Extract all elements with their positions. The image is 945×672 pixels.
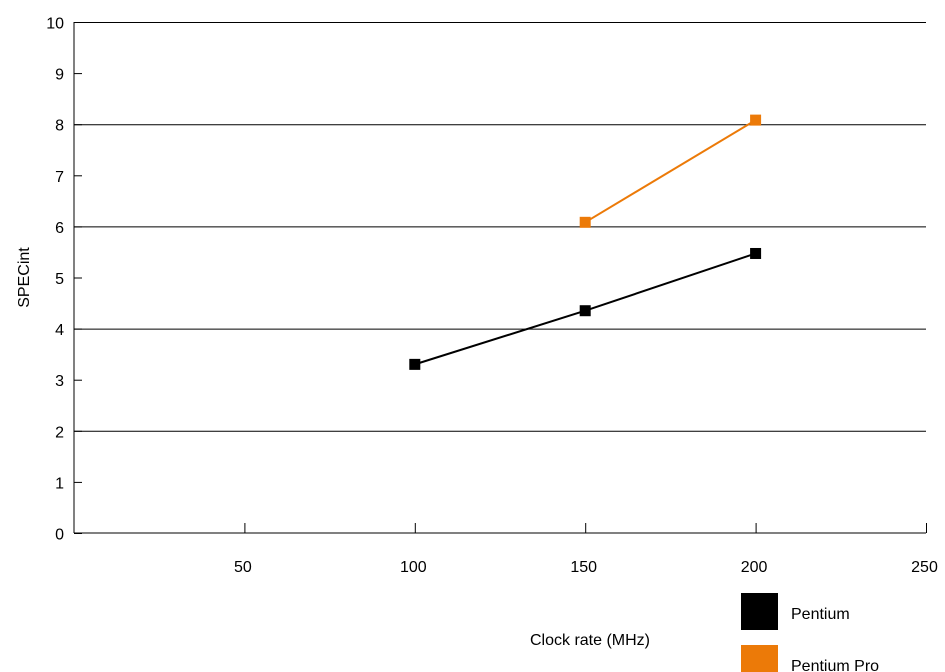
y-tick-label: 1 (55, 475, 64, 492)
legend-item: Pentium (741, 593, 850, 630)
data-point (579, 216, 591, 228)
series-line (584, 119, 757, 224)
data-point (750, 247, 762, 259)
x-axis-title: Clock rate (MHz) (530, 632, 650, 649)
y-axis-ticks: 0 1 2 3 4 5 6 7 8 9 10 (46, 16, 82, 544)
data-point (409, 358, 421, 370)
y-tick-label: 2 (55, 424, 64, 441)
data-point (750, 114, 762, 126)
y-tick-label: 9 (55, 67, 64, 84)
legend-swatch (741, 593, 778, 630)
y-tick-label: 0 (55, 527, 64, 544)
y-tick-label: 6 (55, 220, 64, 237)
legend-item: Pentium Pro (741, 645, 879, 672)
x-tick-label: 200 (741, 559, 768, 576)
y-tick-label: 3 (55, 373, 64, 390)
x-tick-label: 100 (400, 559, 427, 576)
series-layer (409, 114, 762, 370)
x-axis-ticks: 50 100 150 200 250 (234, 523, 938, 576)
gridlines (74, 22, 926, 432)
axes (73, 22, 926, 534)
legend: Pentium Pentium Pro (741, 593, 879, 672)
y-axis-title: SPECint (16, 247, 33, 308)
y-tick-label: 4 (55, 322, 64, 339)
x-tick-label: 150 (570, 559, 597, 576)
legend-swatch (741, 645, 778, 672)
y-tick-label: 10 (46, 16, 64, 33)
series-pentium-pro (579, 114, 762, 228)
series-pentium (409, 247, 762, 370)
legend-label: Pentium (791, 606, 850, 623)
y-tick-label: 8 (55, 118, 64, 135)
legend-label: Pentium Pro (791, 658, 879, 672)
data-point (579, 305, 591, 317)
y-tick-label: 5 (55, 271, 64, 288)
y-tick-label: 7 (55, 169, 64, 186)
x-tick-label: 50 (234, 559, 252, 576)
x-tick-label: 250 (911, 559, 938, 576)
